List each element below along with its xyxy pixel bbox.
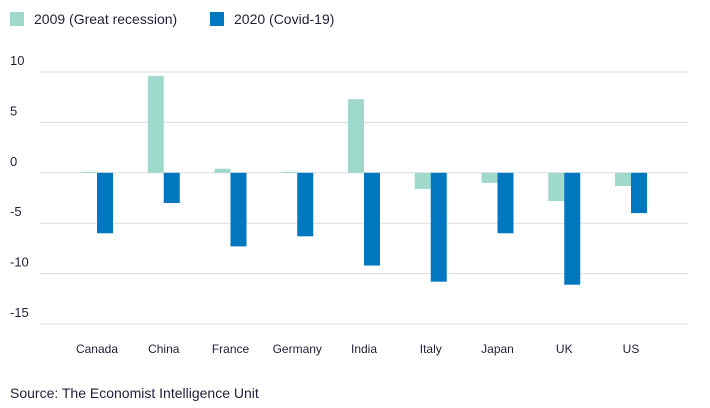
bar-canada-2020 bbox=[97, 172, 113, 234]
x-tick-label-canada: Canada bbox=[76, 342, 118, 356]
bar-china-2009 bbox=[147, 76, 164, 173]
bar-italy-2009 bbox=[414, 172, 431, 189]
bar-uk-2020 bbox=[564, 172, 581, 285]
bar-italy-2020 bbox=[430, 172, 447, 282]
legend: 2009 (Great recession) 2020 (Covid-19) bbox=[10, 11, 334, 27]
bar-japan-2009 bbox=[481, 172, 498, 183]
bar-france-2020 bbox=[230, 172, 247, 247]
x-tick-label-uk: UK bbox=[556, 342, 573, 356]
bar-germany-2020 bbox=[297, 172, 314, 237]
y-tick-label: 0 bbox=[10, 154, 17, 169]
x-tick-label-italy: Italy bbox=[420, 342, 442, 356]
bar-canada-2009 bbox=[81, 171, 97, 173]
bar-china-2020 bbox=[163, 172, 180, 204]
y-tick-label: -5 bbox=[10, 204, 22, 219]
x-tick-label-us: US bbox=[623, 342, 640, 356]
y-tick-label: -15 bbox=[10, 305, 29, 320]
x-tick-label-germany: Germany bbox=[273, 342, 322, 356]
x-tick-label-china: China bbox=[148, 342, 180, 356]
y-tick-label: 10 bbox=[10, 53, 24, 68]
y-tick-label: 5 bbox=[10, 103, 17, 118]
bar-japan-2020 bbox=[497, 172, 514, 234]
legend-swatch-2020 bbox=[210, 12, 224, 26]
x-tick-label-japan: Japan bbox=[481, 342, 514, 356]
legend-label-2020: 2020 (Covid-19) bbox=[234, 11, 334, 27]
y-axis-ticks: 10 5 0 -5 -10 -15 bbox=[10, 53, 29, 320]
bar-us-2009 bbox=[615, 172, 631, 186]
legend-label-2009: 2009 (Great recession) bbox=[34, 11, 177, 27]
y-tick-label: -10 bbox=[10, 255, 29, 270]
legend-swatch-2009 bbox=[10, 12, 24, 26]
bars bbox=[81, 76, 647, 285]
bar-india-2020 bbox=[364, 172, 380, 266]
x-tick-label-india: India bbox=[351, 342, 377, 356]
source-note: Source: The Economist Intelligence Unit bbox=[10, 385, 259, 401]
bar-germany-2009 bbox=[281, 171, 298, 173]
x-axis-labels: Canada China France Germany India Italy Japan U… bbox=[76, 342, 639, 356]
x-tick-label-france: France bbox=[212, 342, 250, 356]
bar-uk-2009 bbox=[548, 172, 565, 202]
bar-us-2020 bbox=[631, 172, 647, 214]
bar-france-2009 bbox=[214, 168, 231, 173]
bar-india-2009 bbox=[348, 99, 364, 173]
